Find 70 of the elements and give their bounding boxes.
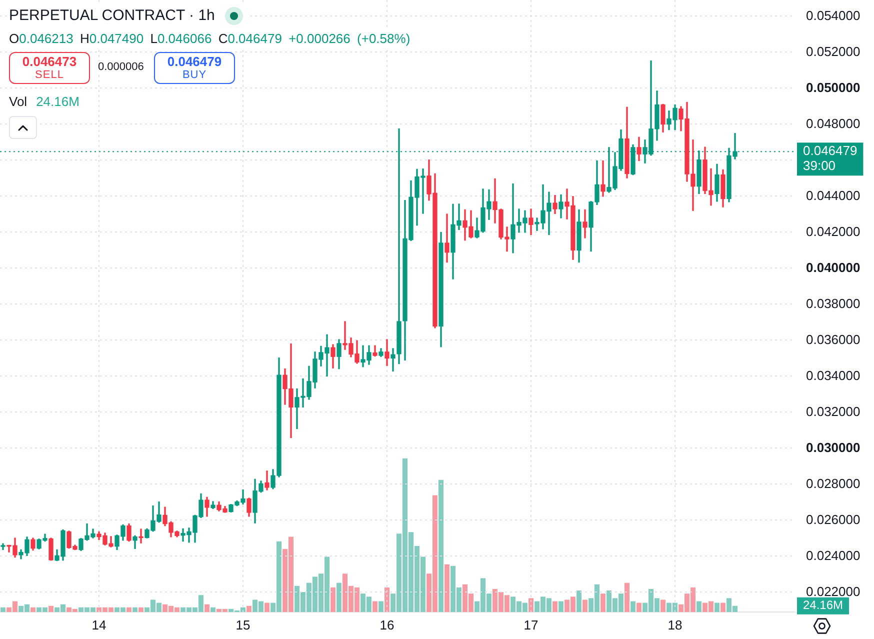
buy-button: 0.046479 BUY <box>154 52 235 84</box>
y-tick-label: 0.048000 <box>806 116 860 131</box>
text: O0.046213 H0.047490 L0.046066 C0.046479 +0.000266 (+0.58%) <box>9 31 410 46</box>
bar <box>438 480 444 612</box>
y-tick-label: 0.032000 <box>806 404 860 419</box>
bar <box>204 604 210 612</box>
bar <box>132 607 138 612</box>
candlestick <box>600 160 606 197</box>
annotation: 0.000006 <box>98 61 144 74</box>
x-tick-label: 14 <box>92 617 106 632</box>
bar <box>0 607 6 612</box>
bar <box>264 602 270 612</box>
annotation: 24.16M <box>36 94 80 108</box>
y-tick-label: 0.030000 <box>806 440 860 455</box>
annotation: SELL <box>35 69 64 82</box>
candlestick <box>582 209 588 238</box>
x-tick-label: 16 <box>380 617 394 632</box>
y-tick-label: 0.036000 <box>806 332 860 347</box>
bar <box>660 600 666 612</box>
bar <box>48 606 54 612</box>
y-tick-label: 0.040000 <box>806 260 860 275</box>
bar <box>528 598 534 612</box>
y-tick-label: 0.044000 <box>806 188 860 203</box>
bar <box>576 590 582 612</box>
annotation: 0.046479 <box>167 54 222 69</box>
y-tick-label: 0.024000 <box>806 548 860 563</box>
candlestick <box>384 339 390 366</box>
bar <box>558 601 564 612</box>
bar <box>384 587 390 612</box>
bar <box>582 600 588 612</box>
ref-line-label: 0.046479 39:00 <box>803 143 858 174</box>
text: 24.16M <box>803 598 844 612</box>
bar <box>636 602 642 612</box>
bar <box>444 564 450 612</box>
x-tick-label: 17 <box>524 617 538 632</box>
bar <box>696 601 702 612</box>
y-tick-label: 0.038000 <box>806 296 860 311</box>
bar <box>126 607 132 612</box>
y-tick-label: 0.054000 <box>806 8 860 23</box>
bar <box>600 594 606 612</box>
annotation: BUY <box>182 69 207 82</box>
sell-button: 0.046473 SELL <box>9 52 90 84</box>
bar <box>378 601 384 612</box>
x-tick-label: 18 <box>668 617 682 632</box>
y-tick-label: 0.042000 <box>806 224 860 239</box>
y-tick-label: 0.050000 <box>806 80 860 95</box>
bar <box>30 607 36 612</box>
x-tick-label: 15 <box>236 617 250 632</box>
bar <box>210 607 216 612</box>
candlestick <box>138 528 144 544</box>
y-tick-label: 0.028000 <box>806 476 860 491</box>
candlestick <box>390 348 396 372</box>
bar <box>336 582 342 612</box>
y-tick-label: 0.022000 <box>806 584 860 599</box>
text: PERPETUAL CONTRACT · 1h <box>9 6 215 26</box>
annotation: 0.046473 <box>22 54 77 69</box>
bar <box>630 601 636 612</box>
annotation: Vol <box>9 94 28 108</box>
candlestick <box>444 214 450 263</box>
bar <box>552 601 558 612</box>
bar <box>246 606 252 612</box>
y-tick-label: 0.034000 <box>806 368 860 383</box>
bar <box>138 607 144 612</box>
bar <box>372 601 378 612</box>
y-tick-label: 0.026000 <box>806 512 860 527</box>
bar <box>624 582 630 612</box>
bar <box>720 602 726 612</box>
y-tick-label: 0.052000 <box>806 44 860 59</box>
bar <box>714 602 720 612</box>
bar <box>330 587 336 612</box>
